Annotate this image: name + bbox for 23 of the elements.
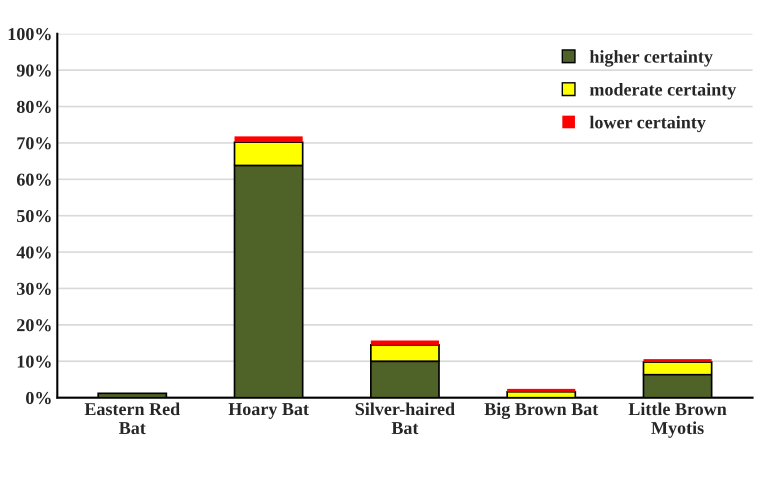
x-tick-label: Big Brown Bat: [484, 402, 598, 420]
y-tick-label: 20%: [17, 319, 51, 332]
bar: [234, 136, 303, 142]
y-tick-label: 100%: [8, 28, 51, 40]
legend-label: lower certainty: [590, 116, 706, 132]
x-tick-label: Eastern Red Bat: [84, 402, 180, 434]
x-tick-label: Silver-haired Bat: [356, 402, 455, 434]
legend-label: higher certainty: [590, 50, 713, 67]
y-tick-label: 40%: [16, 246, 51, 259]
y-tick-label: 50%: [17, 210, 51, 222]
x-tick-label: Little Brown Myotis: [628, 402, 727, 438]
y-tick-label: 90%: [16, 64, 51, 77]
y-tick-label: 80%: [16, 100, 51, 114]
bar: [643, 359, 712, 362]
y-tick-label: 10%: [18, 356, 51, 368]
bar: [507, 388, 576, 392]
y-tick-label: 0%: [26, 392, 51, 404]
bar: [370, 340, 439, 345]
y-tick-label: 60%: [16, 174, 51, 186]
y-tick-label: 30%: [17, 282, 51, 295]
x-tick-label: Hoary Bat: [228, 403, 309, 419]
y-tick-label: 70%: [17, 137, 51, 150]
legend-label: moderate certainty: [590, 82, 736, 100]
